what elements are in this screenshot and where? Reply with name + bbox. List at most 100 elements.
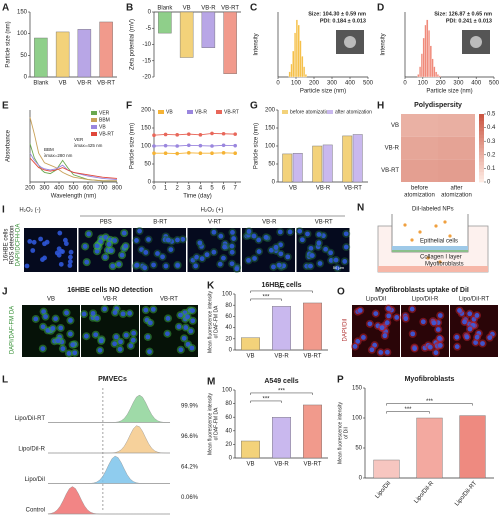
nucleus — [30, 248, 36, 253]
nucleus — [68, 318, 73, 323]
nucleus — [27, 238, 33, 244]
significance-bracket — [386, 411, 430, 414]
column-label: after — [450, 186, 462, 192]
y-tick-label: 200 — [265, 108, 276, 114]
nucleus — [194, 254, 200, 260]
colorbar-step — [479, 134, 484, 139]
y-tick-label: 150 — [352, 386, 363, 392]
panel-label: N — [357, 203, 364, 214]
bar — [342, 135, 353, 183]
side-label: 16HBE cells — [4, 229, 10, 262]
y-tick-label: 0 — [229, 348, 233, 354]
x-tick-label: 4 — [199, 186, 203, 192]
x-axis-label: Wavelength (nm) — [51, 194, 96, 200]
stain-label: DAPI/DCFH-DA — [16, 224, 22, 267]
nucleus — [246, 257, 251, 263]
histogram-bar — [288, 71, 291, 78]
x-axis-label: Time (day) — [183, 194, 211, 200]
legend-label: VB — [166, 109, 173, 115]
nucleus — [165, 237, 171, 243]
nucleus — [110, 263, 116, 269]
colorbar-step — [479, 151, 484, 156]
bar — [55, 31, 70, 78]
significance-bracket — [250, 290, 313, 293]
x-tick-label: 400 — [54, 186, 65, 192]
nucleus — [454, 334, 460, 340]
nucleus — [277, 229, 283, 235]
nucleus — [50, 325, 56, 331]
y-tick-label: 150 — [17, 10, 28, 16]
y-tick-label: 100 — [141, 144, 152, 150]
bar — [416, 417, 443, 479]
annotation: VER — [74, 137, 84, 142]
panel-label: E — [2, 101, 9, 112]
nucleus — [373, 311, 379, 317]
histogram-bar — [427, 30, 431, 78]
legend-swatch — [91, 111, 97, 115]
histogram-curve — [48, 425, 171, 454]
column-label: B-RT — [153, 220, 167, 226]
y-tick-label: 50 — [144, 162, 151, 168]
panel-label: K — [207, 281, 215, 292]
nucleus — [263, 234, 269, 240]
nucleus — [218, 233, 224, 239]
nucleus — [251, 233, 257, 239]
nucleus — [176, 324, 182, 330]
column-label: atomization — [441, 193, 472, 199]
nucleus — [55, 338, 61, 344]
nucleus — [386, 313, 392, 319]
sem-particle — [344, 36, 356, 48]
annotation: Size: 104.30 ± 0.59 nm — [308, 11, 366, 17]
nucleus — [84, 259, 90, 265]
x-tick-label: 300 — [39, 186, 50, 192]
y-axis-label: of DAF-FM DA — [213, 305, 219, 338]
x-tick-label: VB-R — [201, 6, 216, 12]
y-tick-label: 150 — [265, 126, 276, 132]
y-tick-label: 100 — [265, 144, 276, 150]
nucleus — [462, 319, 467, 325]
nucleus — [112, 341, 117, 347]
nucleus — [467, 311, 473, 317]
colorbar-step — [479, 120, 484, 125]
nucleus — [24, 263, 30, 269]
nucleus — [433, 350, 439, 356]
nucleus — [379, 325, 385, 331]
x-tick-label: 200 — [309, 81, 320, 87]
nucleus — [256, 237, 262, 243]
stain-label: DAPI/DiI — [343, 318, 349, 341]
nucleus — [57, 230, 63, 236]
nucleus — [217, 261, 223, 267]
x-tick-label: VB — [183, 6, 191, 12]
nucleus — [231, 236, 237, 241]
nucleus — [357, 308, 363, 313]
nucleus — [369, 347, 375, 353]
diagram-label: Epithelial cells — [420, 239, 458, 245]
nucleus — [175, 263, 181, 268]
nucleus — [106, 241, 112, 247]
nucleus — [117, 346, 123, 352]
y-tick-label: 60 — [225, 314, 232, 320]
x-tick-label: Lipo/DiI-RT — [454, 480, 478, 507]
nucleus — [94, 315, 100, 321]
annotation: PDI: 0.241 ± 0.013 — [446, 18, 492, 24]
histogram-bar — [295, 19, 298, 78]
panel-label: C — [250, 3, 257, 14]
histogram-bar — [417, 74, 420, 78]
series-line — [153, 144, 236, 147]
nucleus — [180, 236, 186, 242]
nucleus — [127, 310, 133, 316]
nucleus — [328, 250, 334, 256]
panel-label: L — [2, 375, 8, 386]
panel-title: Myofibroblasts uptake of DiI — [375, 287, 469, 294]
bar — [282, 153, 293, 183]
nucleus — [68, 249, 74, 255]
nucleus — [81, 311, 87, 317]
nucleus — [40, 346, 46, 352]
bar — [158, 11, 172, 34]
nucleus — [190, 308, 196, 313]
y-tick-label: 80 — [225, 303, 232, 309]
nucleus — [175, 237, 180, 243]
histogram-bar — [429, 45, 432, 78]
legend-label: VER — [99, 110, 110, 116]
y-axis-label: Mean fluorescence intensity — [337, 402, 343, 464]
